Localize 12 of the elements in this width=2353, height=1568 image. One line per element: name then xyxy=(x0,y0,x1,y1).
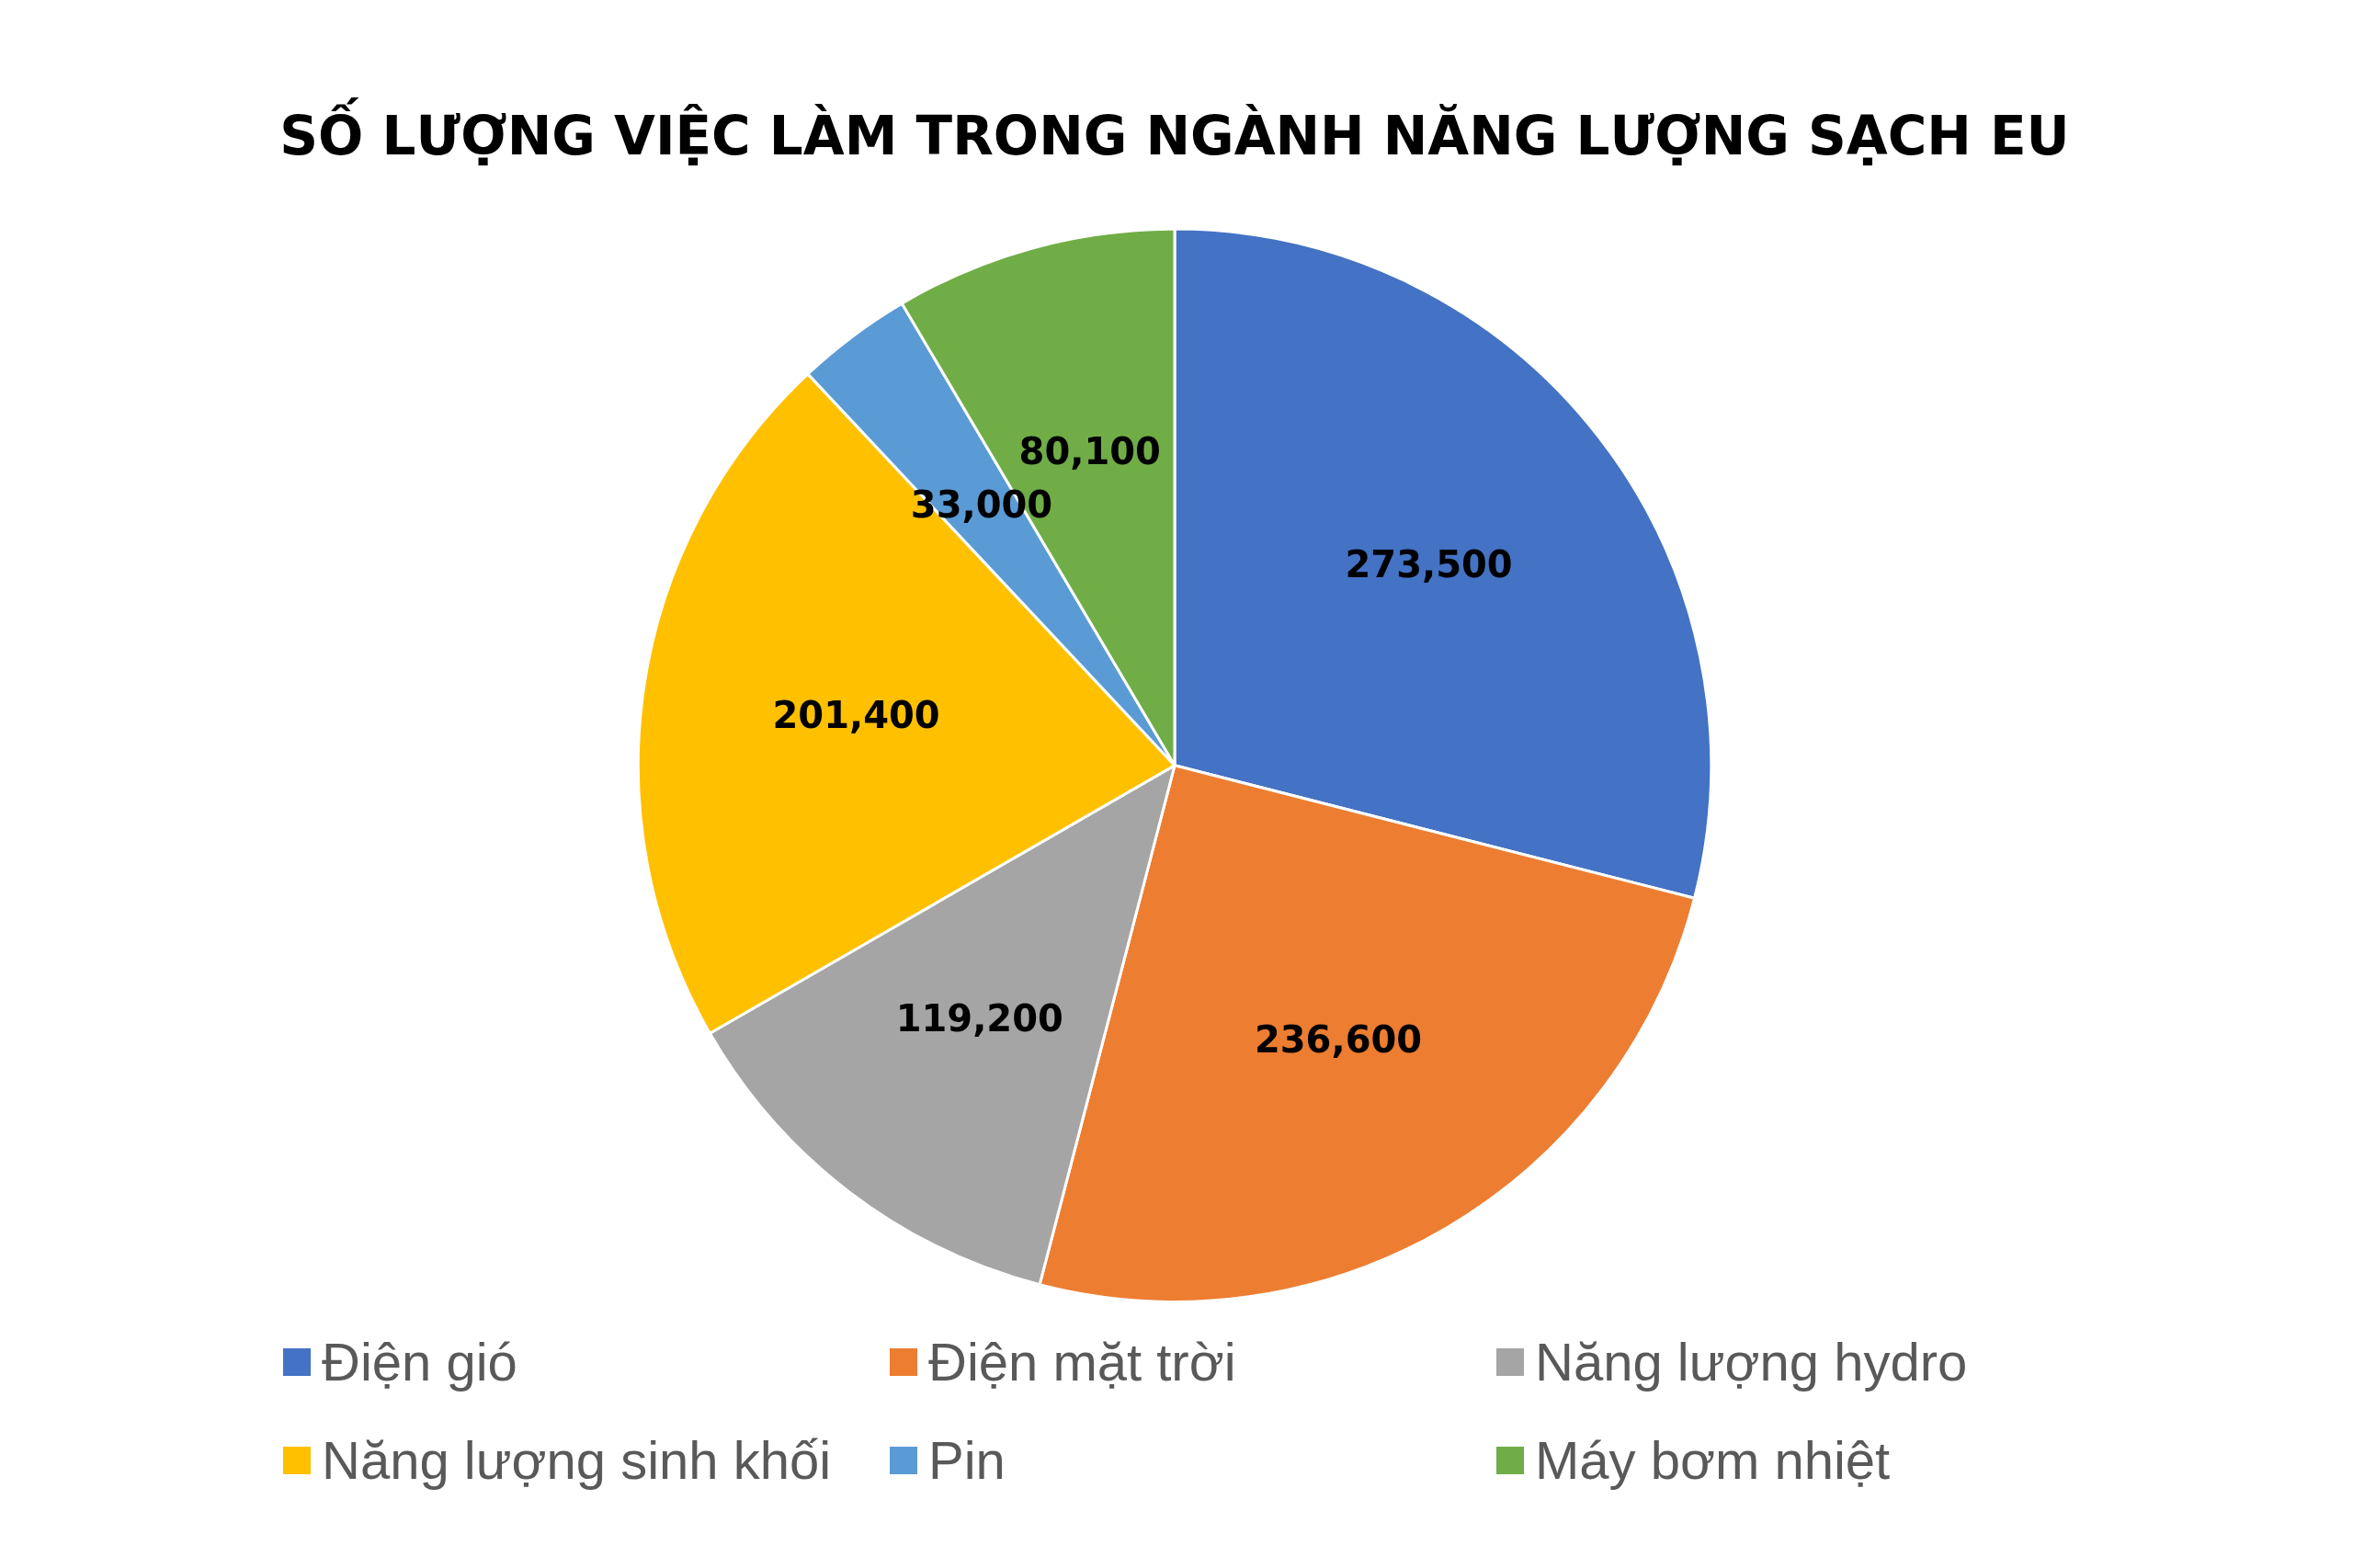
legend-label: Năng lượng hydro xyxy=(1535,1331,1968,1392)
data-label: 236,600 xyxy=(1254,1017,1423,1061)
legend-label: Điện gió xyxy=(322,1331,517,1392)
legend-label: Máy bơm nhiệt xyxy=(1535,1429,1891,1491)
data-label: 80,100 xyxy=(1018,430,1161,473)
chart-title: SỐ LƯỢNG VIỆC LÀM TRONG NGÀNH NĂNG LƯỢNG SẠCH EU xyxy=(279,97,2070,167)
legend-label: Pin xyxy=(928,1429,1006,1491)
data-label: 119,200 xyxy=(895,996,1063,1040)
legend-label: Năng lượng sinh khối xyxy=(322,1429,832,1491)
legend-label: Điện mặt trời xyxy=(928,1331,1236,1392)
data-label: 201,400 xyxy=(772,693,940,736)
data-label: 273,500 xyxy=(1345,543,1513,586)
